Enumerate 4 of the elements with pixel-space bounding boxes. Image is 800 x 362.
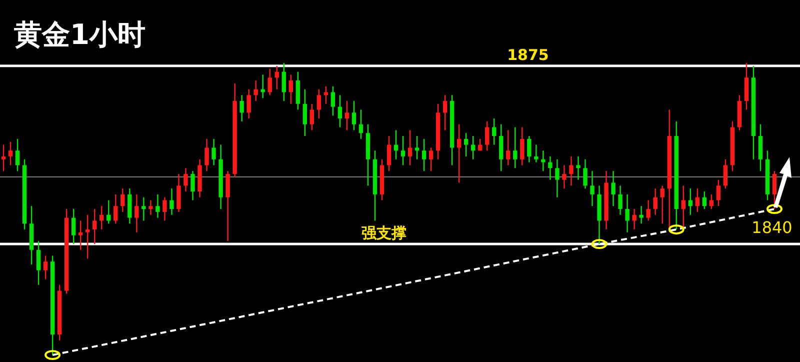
annotation: 1875 [507,46,549,64]
annotation: 1840 [752,218,792,237]
chart-title: 黄金1小时 [13,18,146,51]
ref-line-label: 强支撑 [362,224,406,242]
